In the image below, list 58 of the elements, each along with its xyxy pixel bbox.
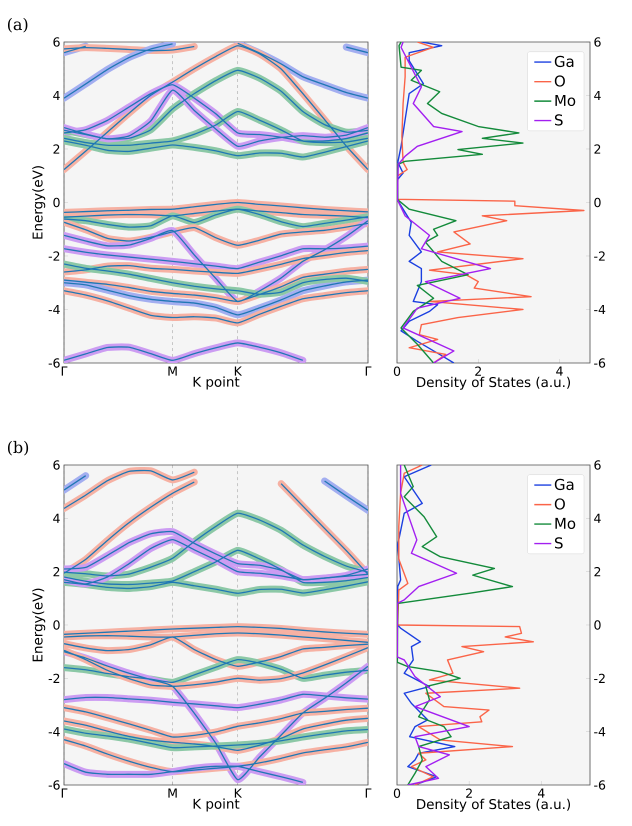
y-tick-label: -6 <box>594 780 606 790</box>
y-tick-label: 2 <box>53 567 60 576</box>
y-tick-label: 4 <box>594 90 601 100</box>
x-tick-label: M <box>168 366 177 376</box>
y-tick-label: 0 <box>53 620 60 630</box>
y-tick-label: 4 <box>53 514 60 523</box>
y-tick-label: -4 <box>594 304 606 314</box>
legend-label: Ga <box>554 56 574 68</box>
y-tick-label: 6 <box>594 460 601 470</box>
legend-label: Ga <box>554 478 574 490</box>
x-tick-label: 4 <box>556 366 563 376</box>
y-tick-label: 6 <box>53 460 60 470</box>
chart-title: (b) <box>8 440 28 456</box>
x-tick-label: M <box>168 788 177 798</box>
y-tick-label: -4 <box>48 304 60 314</box>
legend-label: O <box>554 498 565 510</box>
legend-label: O <box>554 75 565 87</box>
y-tick-label: 2 <box>53 144 60 154</box>
y-tick-label: 6 <box>53 37 60 47</box>
x-tick-label: K <box>234 366 242 376</box>
y-tick-label: 0 <box>594 620 601 630</box>
legend-label: S <box>554 537 563 549</box>
x-tick-label: Γ <box>62 788 68 798</box>
x-tick-label: 4 <box>538 788 545 798</box>
y-tick-label: -2 <box>594 251 605 261</box>
y-axis-title: Energy(eV) <box>32 166 46 239</box>
y-axis-title: Energy(eV) <box>32 588 46 662</box>
y-tick-label: -2 <box>48 251 60 261</box>
legend-label: Mo <box>555 518 576 530</box>
y-tick-label: 2 <box>594 144 600 154</box>
y-tick-label: 2 <box>594 567 600 576</box>
y-tick-label: -4 <box>48 727 60 736</box>
y-tick-label: 4 <box>594 514 601 523</box>
x-axis-title: Density of States (a.u.) <box>417 798 570 812</box>
legend-label: S <box>554 114 563 126</box>
y-tick-label: 0 <box>594 198 601 208</box>
x-axis-title: K point <box>194 798 240 812</box>
x-tick-label: Γ <box>62 366 68 376</box>
x-axis-title: K point <box>194 376 240 390</box>
y-tick-label: -6 <box>48 780 60 790</box>
y-tick-label: -6 <box>594 358 606 368</box>
y-tick-label: 6 <box>594 37 601 47</box>
y-tick-label: -4 <box>594 727 606 736</box>
y-tick-label: -6 <box>48 358 60 368</box>
x-tick-label: Γ <box>366 366 372 376</box>
x-tick-label: K <box>234 788 242 798</box>
y-tick-label: 0 <box>53 198 60 208</box>
y-tick-label: 4 <box>53 90 60 100</box>
x-tick-label: 2 <box>466 788 472 798</box>
y-tick-label: -2 <box>594 674 605 683</box>
x-tick-label: 0 <box>394 788 400 798</box>
x-axis-title: Density of States (a.u.) <box>417 376 570 390</box>
x-tick-label: Γ <box>366 788 372 798</box>
y-tick-label: -2 <box>48 674 60 683</box>
x-tick-label: 0 <box>394 366 400 376</box>
legend-label: Mo <box>555 94 576 106</box>
x-tick-label: 2 <box>475 366 481 376</box>
chart-title: (a) <box>8 18 28 32</box>
